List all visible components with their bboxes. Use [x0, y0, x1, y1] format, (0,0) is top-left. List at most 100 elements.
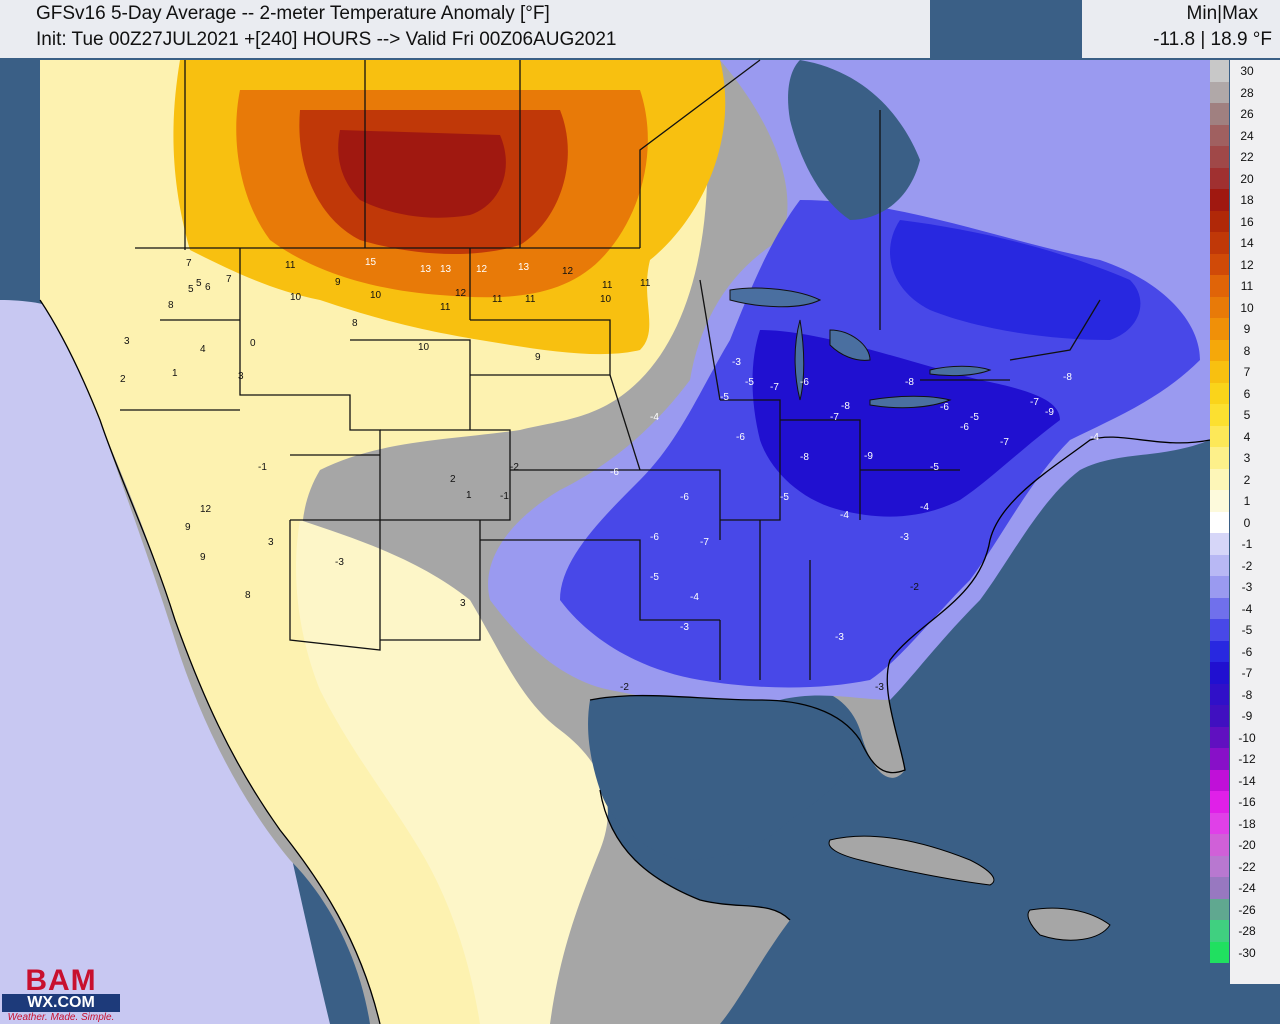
legend-label: 24	[1240, 128, 1254, 143]
legend-swatch	[1210, 167, 1229, 189]
station-value: 10	[418, 342, 430, 353]
station-value: -6	[680, 492, 689, 503]
legend-label: -2	[1241, 558, 1253, 573]
minmax-label: Min|Max	[1186, 3, 1258, 24]
legend-swatch	[1210, 232, 1229, 254]
minmax-panel: Min|Max -11.8 | 18.9 °F	[1082, 0, 1280, 58]
legend-label: -18	[1238, 816, 1256, 831]
legend-label: -9	[1241, 709, 1253, 723]
legend-label: 6	[1243, 386, 1251, 401]
bamwx-logo: BAM WX.COM Weather. Made. Simple.	[0, 964, 122, 1024]
legend-swatch	[1210, 705, 1229, 727]
title-panel: GFSv16 5-Day Average -- 2-meter Temperat…	[0, 0, 930, 58]
legend-label: 11	[1240, 279, 1254, 293]
station-value: -6	[650, 532, 659, 543]
legend-label: -28	[1238, 924, 1256, 938]
legend-swatch	[1210, 189, 1229, 211]
station-value: 10	[600, 294, 612, 305]
station-value: 11	[602, 280, 613, 291]
station-value: 8	[352, 318, 358, 329]
legend-label: 4	[1243, 429, 1251, 444]
legend-label: -16	[1238, 795, 1256, 809]
station-value: -5	[930, 462, 939, 473]
station-value: -6	[940, 402, 949, 413]
station-value: 9	[200, 552, 206, 563]
station-value: 11	[525, 294, 536, 305]
legend-swatch	[1210, 511, 1229, 533]
legend-swatch	[1210, 296, 1229, 318]
station-value: -7	[1030, 397, 1039, 408]
station-value: -8	[1063, 372, 1072, 383]
legend-label: 5	[1243, 408, 1251, 422]
station-value: -5	[720, 392, 729, 403]
logo-tagline: Weather. Made. Simple.	[7, 1012, 115, 1023]
legend-label: 14	[1240, 236, 1254, 250]
station-value: -4	[840, 510, 849, 521]
legend-swatch	[1210, 253, 1229, 275]
legend-label: 18	[1240, 193, 1254, 207]
gulf-of-mexico	[588, 695, 860, 860]
coastlines	[39, 299, 1211, 1024]
station-value: -5	[970, 412, 979, 423]
station-value: -4	[690, 592, 699, 603]
station-value: -3	[732, 357, 741, 368]
legend-label: 12	[1240, 257, 1254, 272]
legend-swatch	[1210, 554, 1229, 576]
legend-label: 9	[1243, 322, 1251, 336]
station-value: 11	[440, 302, 451, 313]
legend-label: 26	[1240, 107, 1254, 121]
legend-swatch	[1210, 812, 1229, 834]
cuba	[828, 835, 995, 886]
color-legend: 30 28 26 24 22 20 18 16 14 12 11 10 9 8 7 6 5 4 3 2 1 0 -1 -2 -3…	[1210, 60, 1260, 984]
station-value: -3	[680, 622, 689, 633]
hudson-bay	[788, 60, 920, 220]
legend-swatch	[1210, 619, 1229, 641]
station-value: 8	[168, 300, 174, 311]
legend-label: 30	[1240, 64, 1254, 78]
borders	[120, 59, 1101, 680]
station-value: -7	[700, 537, 709, 548]
station-value: 3	[268, 537, 274, 548]
legend-swatch	[1210, 404, 1229, 426]
station-value: -5	[780, 492, 789, 503]
northeast-cool-core	[890, 220, 1141, 340]
station-value: -6	[800, 377, 809, 388]
southwest-pale-field	[296, 520, 608, 1024]
legend-swatch	[1210, 683, 1229, 705]
legend-swatch	[1210, 210, 1229, 232]
station-value: 11	[285, 260, 296, 271]
legend-swatch	[1210, 640, 1229, 662]
station-value: 1	[466, 490, 472, 501]
station-value: -8	[841, 401, 850, 412]
legend-swatch	[1210, 275, 1229, 297]
legend-label: -10	[1238, 730, 1256, 745]
legend-label: 22	[1240, 150, 1254, 164]
station-value: -8	[800, 452, 809, 463]
legend-swatch	[1210, 597, 1229, 619]
legend-label: -14	[1238, 773, 1256, 788]
station-value: 9	[535, 352, 541, 363]
station-value: -4	[1090, 432, 1099, 443]
legend-label: -1	[1241, 537, 1253, 551]
legend-label: -3	[1241, 580, 1253, 594]
legend-label: -8	[1241, 687, 1253, 702]
station-value: -6	[736, 432, 745, 443]
legend-swatch	[1210, 490, 1229, 512]
legend-label: -30	[1238, 945, 1256, 960]
legend-swatch	[1210, 533, 1229, 555]
station-value: -1	[258, 462, 267, 473]
pacific-cool-field	[0, 300, 330, 1024]
station-value: 6	[205, 282, 211, 293]
station-value: -5	[650, 572, 659, 583]
station-value: -4	[650, 412, 659, 423]
station-value: -7	[1000, 437, 1009, 448]
legend-swatch	[1210, 898, 1229, 920]
station-value: 9	[335, 277, 341, 288]
station-value: 11	[640, 278, 651, 289]
init-valid-line: Init: Tue 00Z27JUL2021 +[240] HOURS --> …	[36, 29, 617, 50]
station-value: 10	[290, 292, 302, 303]
station-value: 7	[226, 274, 232, 285]
legend-label: -22	[1238, 859, 1256, 874]
station-value: 8	[245, 590, 251, 601]
